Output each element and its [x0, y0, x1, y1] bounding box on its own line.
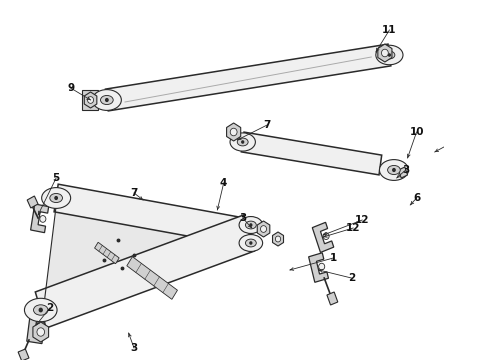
- Polygon shape: [226, 123, 241, 141]
- Circle shape: [323, 233, 329, 239]
- Polygon shape: [378, 44, 392, 62]
- Ellipse shape: [50, 193, 63, 203]
- Text: 7: 7: [130, 188, 138, 198]
- Circle shape: [230, 128, 237, 136]
- Text: 3: 3: [239, 213, 246, 223]
- Ellipse shape: [42, 188, 71, 208]
- Polygon shape: [43, 191, 251, 316]
- Circle shape: [54, 196, 58, 200]
- Circle shape: [275, 236, 281, 242]
- Circle shape: [249, 223, 252, 227]
- Polygon shape: [30, 204, 49, 233]
- Ellipse shape: [245, 221, 256, 229]
- Text: 6: 6: [413, 193, 420, 203]
- Circle shape: [105, 98, 109, 102]
- Polygon shape: [95, 242, 119, 264]
- Ellipse shape: [100, 95, 113, 104]
- Polygon shape: [54, 184, 251, 247]
- Polygon shape: [309, 253, 328, 282]
- Ellipse shape: [388, 166, 400, 175]
- Text: 5: 5: [52, 173, 60, 183]
- Text: 9: 9: [67, 83, 74, 93]
- Text: 1: 1: [330, 253, 337, 263]
- Circle shape: [36, 325, 43, 332]
- Circle shape: [88, 96, 94, 103]
- Polygon shape: [33, 322, 49, 342]
- Polygon shape: [127, 257, 177, 299]
- Circle shape: [381, 49, 388, 57]
- Polygon shape: [398, 167, 408, 178]
- Circle shape: [388, 53, 391, 57]
- Ellipse shape: [33, 305, 48, 315]
- Text: 3: 3: [130, 343, 138, 353]
- Polygon shape: [257, 221, 270, 237]
- Ellipse shape: [384, 51, 395, 59]
- Circle shape: [392, 168, 396, 172]
- Circle shape: [39, 307, 43, 312]
- Polygon shape: [327, 292, 338, 305]
- Text: 7: 7: [264, 120, 271, 130]
- Text: 3: 3: [402, 165, 409, 175]
- Text: 10: 10: [409, 127, 424, 137]
- Polygon shape: [18, 349, 29, 360]
- Text: 4: 4: [220, 178, 227, 188]
- Ellipse shape: [379, 159, 409, 180]
- Polygon shape: [27, 196, 38, 208]
- Text: 12: 12: [346, 223, 361, 233]
- Polygon shape: [84, 92, 97, 108]
- Circle shape: [318, 263, 325, 270]
- Text: 2: 2: [46, 303, 53, 313]
- Polygon shape: [35, 215, 254, 328]
- Text: 2: 2: [348, 273, 355, 283]
- Circle shape: [249, 241, 252, 245]
- Ellipse shape: [237, 138, 248, 146]
- Circle shape: [261, 226, 267, 232]
- Text: 11: 11: [382, 25, 397, 35]
- Ellipse shape: [239, 235, 263, 251]
- Polygon shape: [105, 44, 391, 111]
- Circle shape: [241, 140, 245, 144]
- Ellipse shape: [24, 298, 57, 322]
- Ellipse shape: [230, 133, 255, 151]
- Ellipse shape: [245, 239, 256, 247]
- Polygon shape: [312, 222, 334, 252]
- Ellipse shape: [239, 217, 263, 233]
- Ellipse shape: [376, 45, 403, 65]
- Circle shape: [40, 216, 46, 222]
- Ellipse shape: [93, 90, 122, 111]
- Polygon shape: [27, 313, 46, 343]
- Text: 12: 12: [355, 215, 369, 225]
- Polygon shape: [242, 132, 382, 175]
- Polygon shape: [272, 232, 284, 246]
- Circle shape: [37, 328, 45, 336]
- Polygon shape: [81, 90, 98, 110]
